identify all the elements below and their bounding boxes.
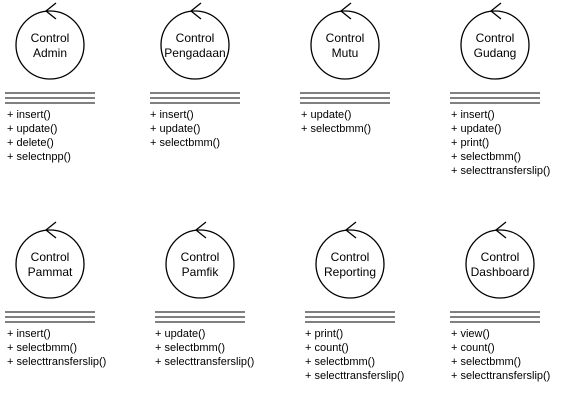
control-name: Control Pammat bbox=[28, 250, 73, 279]
method-item: + selecttransferslip() bbox=[451, 370, 550, 382]
method-item: + insert() bbox=[7, 109, 51, 121]
control-name-line: Gudang bbox=[474, 46, 517, 60]
control-name-line: Mutu bbox=[332, 46, 359, 60]
control-name: Control Admin bbox=[31, 31, 70, 60]
method-item: + update() bbox=[451, 123, 501, 135]
control-arrow-icon bbox=[194, 221, 207, 239]
control-mutu: Control Mutu + update() + selectbmm() bbox=[300, 2, 390, 135]
control-circle bbox=[15, 229, 85, 299]
method-item: + print() bbox=[305, 328, 343, 340]
method-item: + update() bbox=[301, 109, 351, 121]
method-item: + selectbmm() bbox=[305, 356, 375, 368]
control-name-line: Pammat bbox=[28, 265, 73, 279]
method-item: + insert() bbox=[7, 328, 51, 340]
control-name-line: Control bbox=[331, 250, 370, 264]
control-pamfik: Control Pamfik + update() + selectbmm() + se… bbox=[155, 221, 254, 368]
control-circle bbox=[310, 10, 380, 80]
control-pengadaan: Control Pengadaan + insert() + update() + se… bbox=[150, 2, 240, 149]
method-item: + selecttransferslip() bbox=[451, 165, 550, 177]
control-circle bbox=[15, 10, 85, 80]
method-item: + selectbmm() bbox=[150, 137, 220, 149]
control-dashboard: Control Dashboard + view() + count() + selec… bbox=[450, 221, 550, 382]
method-item: + insert() bbox=[451, 109, 495, 121]
control-name-line: Control bbox=[481, 250, 520, 264]
method-item: + selectbmm() bbox=[451, 356, 521, 368]
control-name: Control Pengadaan bbox=[164, 31, 225, 60]
control-circle bbox=[465, 229, 535, 299]
control-arrow-icon bbox=[339, 2, 352, 20]
control-arrow-icon bbox=[494, 221, 507, 239]
method-item: + selectnpp() bbox=[7, 151, 71, 163]
method-item: + selecttransferslip() bbox=[7, 356, 106, 368]
control-circle bbox=[460, 10, 530, 80]
control-name-line: Control bbox=[476, 31, 515, 45]
method-item: + count() bbox=[305, 342, 349, 354]
control-arrow-icon bbox=[344, 221, 357, 239]
method-item: + selecttransferslip() bbox=[305, 370, 404, 382]
control-name: Control Gudang bbox=[474, 31, 517, 60]
method-item: + view() bbox=[451, 328, 490, 340]
control-name-line: Pengadaan bbox=[164, 46, 225, 60]
method-item: + count() bbox=[451, 342, 495, 354]
control-circle bbox=[315, 229, 385, 299]
control-name-line: Admin bbox=[33, 46, 67, 60]
control-circle bbox=[165, 229, 235, 299]
control-name-line: Control bbox=[181, 250, 220, 264]
control-name-line: Control bbox=[31, 250, 70, 264]
method-item: + update() bbox=[7, 123, 57, 135]
control-name-line: Control bbox=[31, 31, 70, 45]
method-item: + selectbmm() bbox=[301, 123, 371, 135]
control-gudang: Control Gudang + insert() + update() + print… bbox=[450, 2, 550, 177]
control-name: Control Dashboard bbox=[471, 250, 530, 279]
method-item: + selectbmm() bbox=[155, 342, 225, 354]
control-arrow-icon bbox=[189, 2, 202, 20]
method-item: + selecttransferslip() bbox=[155, 356, 254, 368]
control-name-line: Reporting bbox=[324, 265, 376, 279]
control-arrow-icon bbox=[44, 221, 57, 239]
control-admin: Control Admin + insert() + update() + delete… bbox=[5, 2, 95, 163]
control-name: Control Mutu bbox=[326, 31, 365, 60]
control-name: Control Reporting bbox=[324, 250, 376, 279]
method-item: + selectbmm() bbox=[451, 151, 521, 163]
method-item: + print() bbox=[451, 137, 489, 149]
method-item: + selectbmm() bbox=[7, 342, 77, 354]
control-name-line: Control bbox=[326, 31, 365, 45]
control-name-line: Pamfik bbox=[182, 265, 220, 279]
control-reporting: Control Reporting + print() + count() + sele… bbox=[305, 221, 404, 382]
control-name: Control Pamfik bbox=[181, 250, 220, 279]
method-item: + update() bbox=[155, 328, 205, 340]
control-circle bbox=[160, 10, 230, 80]
method-item: + delete() bbox=[7, 137, 54, 149]
method-item: + update() bbox=[150, 123, 200, 135]
control-name-line: Control bbox=[176, 31, 215, 45]
control-pammat: Control Pammat + insert() + selectbmm() + se… bbox=[5, 221, 106, 368]
control-arrow-icon bbox=[489, 2, 502, 20]
method-item: + insert() bbox=[150, 109, 194, 121]
control-name-line: Dashboard bbox=[471, 265, 530, 279]
control-arrow-icon bbox=[44, 2, 57, 20]
